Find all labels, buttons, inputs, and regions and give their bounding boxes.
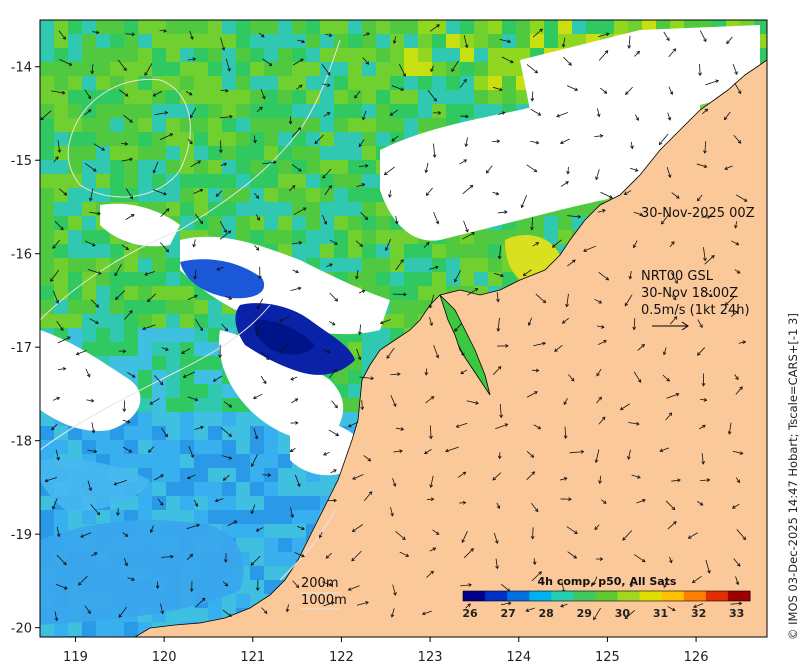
- colorbar-label: 28: [539, 607, 554, 620]
- colorbar-swatch: [727, 591, 751, 601]
- king-sound-coast: [439, 294, 491, 396]
- current-arrows: [40, 24, 748, 622]
- x-tick-label: 124: [506, 650, 531, 665]
- colorbar-swatch: [639, 591, 663, 601]
- y-tick-label: -19: [11, 528, 32, 543]
- y-tick-label: -14: [11, 61, 32, 76]
- colorbar-swatch: [551, 591, 574, 601]
- colorbar-swatch: [463, 591, 486, 601]
- no-data-patches: [40, 25, 760, 476]
- colorbar-label: 27: [500, 607, 515, 620]
- colorbar-label: 29: [577, 607, 592, 620]
- x-tick-label: 123: [418, 650, 443, 665]
- y-tick-label: -18: [11, 435, 32, 450]
- colorbar-label: 30: [615, 607, 631, 620]
- colorbar-label: 33: [729, 607, 744, 620]
- colorbar-swatch: [507, 591, 530, 601]
- isobath-200-label: 200m: [301, 576, 339, 591]
- y-tick-label: -16: [11, 248, 32, 263]
- current-source-label: NRT00 GSL: [641, 269, 713, 284]
- chl-time-label: 30-Nov-2025 00Z: [641, 206, 755, 221]
- colorbar-swatches: [462, 590, 751, 602]
- arrow-scale-label: 0.5m/s (1kt 24h): [641, 303, 750, 318]
- current-time-label: 30-Nov 18:00Z: [641, 286, 739, 301]
- colorbar-label: 32: [691, 607, 706, 620]
- x-tick-label: 119: [63, 650, 88, 665]
- x-tick-label: 125: [595, 650, 620, 665]
- colorbar-label: 26: [462, 607, 478, 620]
- plot-frame: [39, 19, 768, 638]
- colorbar-swatch: [573, 591, 596, 601]
- colorbar-swatch: [529, 591, 552, 601]
- colorbar-swatch: [617, 591, 641, 601]
- scale-arrow: [652, 321, 689, 331]
- cold-water-patch: [180, 259, 355, 375]
- colorbar-swatch: [661, 591, 685, 601]
- y-tick-label: -20: [11, 622, 32, 637]
- x-tick-label: 126: [684, 650, 709, 665]
- colorbar-label: 31: [653, 607, 668, 620]
- x-tick-label: 121: [240, 650, 265, 665]
- colorbar-swatch: [683, 591, 707, 601]
- y-tick-label: -17: [11, 341, 32, 356]
- isobath-contours: [40, 39, 341, 581]
- colorbar-swatch: [485, 591, 508, 601]
- colorbar-swatch: [595, 591, 619, 601]
- colorbar-swatch: [705, 591, 729, 601]
- credit-text: © IMOS 03-Dec-2025 14:47 Hobart; Tscale=…: [786, 313, 800, 640]
- x-tick-label: 120: [152, 650, 177, 665]
- land-mass: [134, 59, 767, 637]
- colorbar-title: 4h comp, p50, All Sats: [538, 575, 677, 588]
- x-tick-label: 122: [329, 650, 354, 665]
- isobath-1000-label: 1000m: [301, 593, 347, 608]
- axes: 119 120 121 122 123 124 125 126 -14 -15 -16 -17 -18 -…: [11, 61, 709, 665]
- colorbar-labels: 26 27 28 29 30 31 32 33: [462, 607, 744, 620]
- colorbar: 4h comp, p50, All Sats 26 27 28 29 30 31 32 33: [462, 575, 751, 620]
- y-tick-label: -15: [11, 154, 32, 169]
